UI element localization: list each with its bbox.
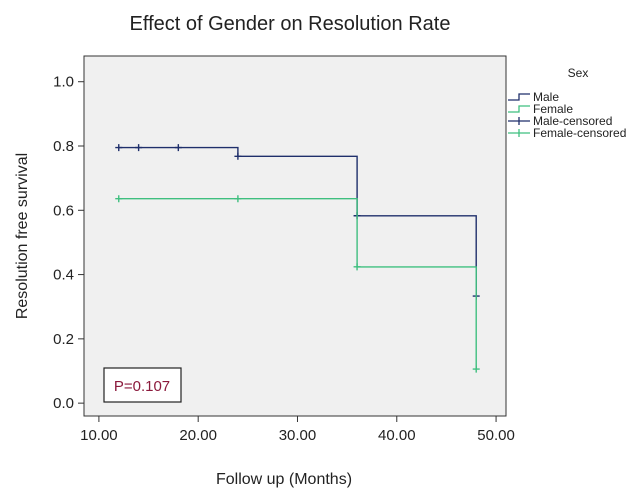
legend-label: Female-censored [533,126,626,140]
legend-label: Male [533,90,559,104]
female-censored-mark [353,263,361,271]
x-tick-label: 40.00 [378,427,416,444]
p-value-label: P=0.107 [114,378,170,395]
series-layer [115,144,480,373]
x-tick-label: 10.00 [80,427,118,444]
legend-item: Male [508,90,559,104]
legend-item: Female [508,102,573,116]
legend: Sex MaleFemaleMale-censoredFemale-censor… [508,66,626,140]
x-tick-label: 30.00 [279,427,317,444]
legend-label: Female [533,102,573,116]
female-censored-mark [115,195,123,203]
x-tick-label: 20.00 [179,427,217,444]
y-tick-label: 0.8 [53,138,74,155]
p-value-box [103,367,182,403]
legend-censor-swatch [508,129,530,137]
x-axis-ticks: 10.00 20.00 30.00 40.00 50.00 [80,416,515,444]
x-tick-label: 50.00 [477,427,515,444]
y-tick-label: 1.0 [53,74,74,91]
male-censored-mark [234,152,242,160]
legend-title: Sex [568,66,589,80]
y-axis-ticks: 0.0 0.2 0.4 0.6 0.8 1.0 [53,74,84,412]
legend-item: Male-censored [508,114,612,128]
legend-censor-swatch [508,117,530,125]
y-axis-label: Resolution free survival [14,153,31,319]
legend-step-swatch [508,105,530,113]
male-censored-mark [135,144,143,152]
legend-label: Male-censored [533,114,612,128]
male-survival-line [118,146,477,297]
female-censored-mark [234,195,242,203]
y-tick-label: 0.2 [53,331,74,348]
chart-title: Effect of Gender on Resolution Rate [130,13,451,35]
plot-area [83,55,507,417]
male-censored-mark [115,144,123,152]
x-axis-label: Follow up (Months) [216,471,352,488]
male-censored-mark [174,144,182,152]
female-censored-mark [472,365,480,373]
legend-item: Female-censored [508,126,626,140]
y-tick-label: 0.0 [53,395,74,412]
legend-step-swatch [508,93,530,101]
y-tick-label: 0.4 [53,267,74,284]
y-tick-label: 0.6 [53,202,74,219]
